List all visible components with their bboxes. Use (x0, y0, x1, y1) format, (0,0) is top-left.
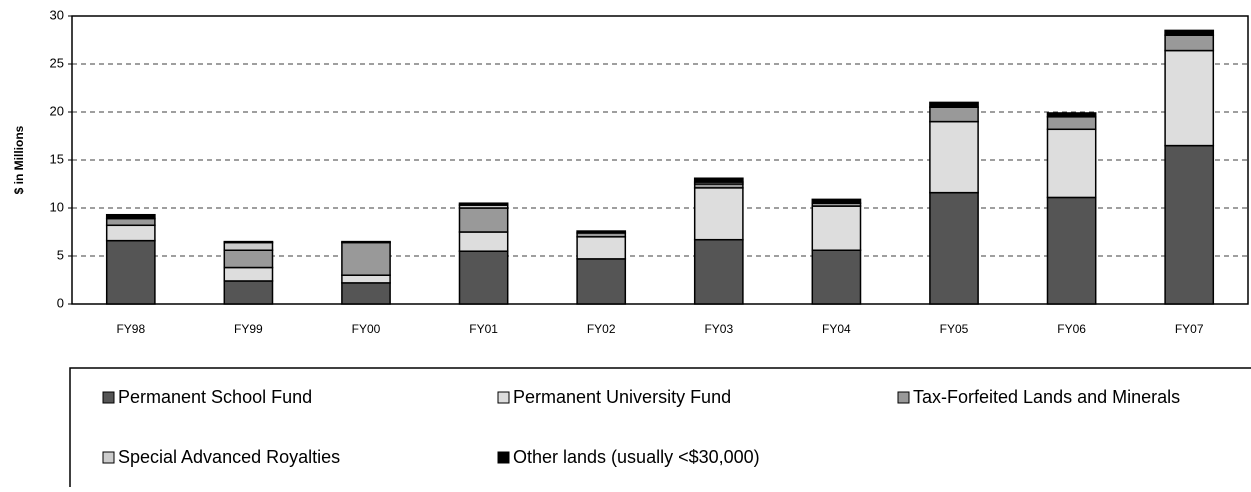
y-tick-label: 0 (57, 295, 64, 310)
bar-segment (811, 205, 862, 251)
bar-segment (1164, 49, 1215, 147)
x-tick-label: FY02 (587, 322, 616, 336)
bar-segment (693, 238, 744, 305)
y-tick-label: 25 (50, 55, 64, 70)
legend-swatch (102, 391, 115, 404)
bar-segment (1046, 128, 1097, 199)
bar-segment (223, 280, 274, 305)
legend-label: Permanent School Fund (118, 387, 312, 407)
bar-segment (458, 202, 509, 206)
legend-label: Special Advanced Royalties (118, 447, 340, 467)
bar-segment (693, 177, 744, 183)
bar-segment (105, 239, 156, 305)
x-tick-label: FY00 (352, 322, 381, 336)
y-tick-label: 5 (57, 247, 64, 262)
x-tick-label: FY05 (940, 322, 969, 336)
legend-swatch (897, 391, 910, 404)
bar-segment (1164, 144, 1215, 305)
bar-segment (341, 240, 391, 244)
bar-segment (105, 213, 156, 220)
y-axis-label: $ in Millions (12, 125, 26, 194)
x-tick-label: FY01 (469, 322, 498, 336)
bar-segment (1164, 34, 1215, 52)
bar-segment (341, 282, 391, 305)
bar-segment (929, 101, 979, 108)
bar-segment (811, 249, 862, 305)
bar-segment (1164, 29, 1215, 36)
x-tick-label: FY06 (1057, 322, 1086, 336)
y-tick-label: 15 (50, 151, 64, 166)
x-tick-label: FY04 (822, 322, 851, 336)
x-tick-label: FY03 (704, 322, 733, 336)
bar-segment (458, 207, 509, 233)
bar-segment (223, 249, 274, 269)
legend-swatch (497, 391, 510, 404)
legend-swatch (102, 451, 115, 464)
bar-segment (223, 266, 274, 282)
bar-segment (223, 241, 274, 251)
bar-segment (223, 240, 274, 244)
y-tick-label: 10 (50, 199, 64, 214)
bar-segment (929, 191, 979, 305)
bar-segment (1046, 116, 1097, 131)
bar-segment (811, 198, 862, 204)
plot-frame (71, 15, 1249, 305)
bar-segment (576, 258, 627, 305)
bar-segment (576, 236, 627, 260)
x-tick-label: FY99 (234, 322, 263, 336)
legend-swatch (497, 451, 510, 464)
legend-box (69, 367, 1251, 492)
bar-segment (1046, 112, 1097, 118)
legend-label: Other lands (usually <$30,000) (513, 447, 760, 467)
bar-segment (929, 106, 979, 123)
x-tick-label: FY98 (116, 322, 145, 336)
bar-segment (576, 230, 627, 234)
y-tick-label: 20 (50, 103, 64, 118)
bar-segment (929, 120, 979, 194)
bar-segment (1046, 196, 1097, 305)
bar-segment (458, 231, 509, 252)
bar-segment (341, 241, 391, 276)
legend-label: Permanent University Fund (513, 387, 731, 407)
bar-segment (693, 187, 744, 241)
x-tick-label: FY07 (1175, 322, 1204, 336)
bar-segment (458, 250, 509, 305)
bar-segment (105, 224, 156, 242)
bar-segment (341, 274, 391, 284)
bar-segment (105, 217, 156, 227)
legend-label: Tax-Forfeited Lands and Minerals (913, 387, 1180, 407)
y-tick-label: 30 (50, 7, 64, 22)
